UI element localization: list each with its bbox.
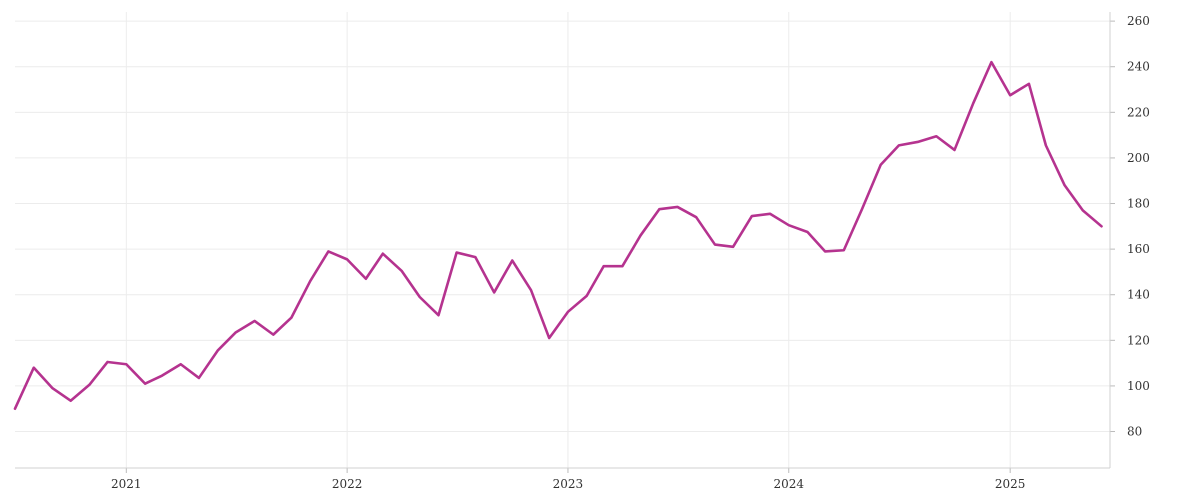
y-tick-label: 100 [1127,379,1150,393]
grid [15,12,1110,468]
tick-labels: 80 100 120 140 160 180 200 220 240 260 2021 2022 202… [111,14,1150,491]
axes [15,12,1115,473]
y-tick-label: 120 [1127,333,1150,347]
series-line-0 [13,60,1103,411]
x-tick-label: 2024 [773,477,804,491]
y-tick-label: 140 [1127,288,1150,302]
x-tick-label: 2025 [995,477,1026,491]
x-tick-label: 2023 [553,477,584,491]
x-tick-label: 2022 [332,477,363,491]
x-tick-label: 2021 [111,477,142,491]
y-tick-label: 260 [1127,14,1150,28]
y-tick-label: 220 [1127,105,1150,119]
y-tick-label: 200 [1127,151,1150,165]
series-layer [13,60,1103,411]
y-tick-label: 180 [1127,197,1150,211]
y-tick-label: 160 [1127,242,1150,256]
y-tick-label: 80 [1127,425,1142,439]
y-tick-label: 240 [1127,60,1150,74]
